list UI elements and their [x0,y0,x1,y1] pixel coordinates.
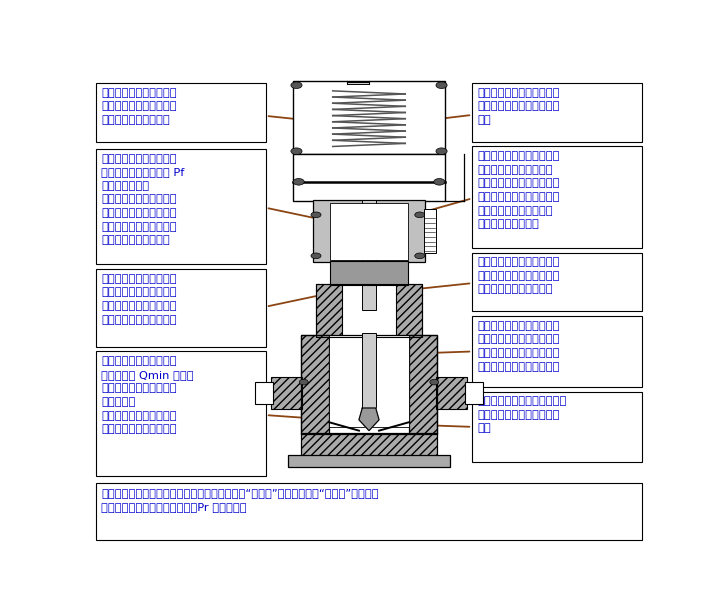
FancyBboxPatch shape [96,149,266,264]
FancyBboxPatch shape [96,351,266,476]
Bar [329,335,409,427]
FancyBboxPatch shape [472,316,642,387]
Bar [465,382,483,405]
Text: 动作不稳定：是否执行机构
刚度不够，不平衡力选择过
小。: 动作不稳定：是否执行机构 刚度不够，不平衡力选择过 小。 [478,88,560,125]
Bar [409,335,437,434]
Ellipse shape [311,212,321,218]
Text: 可调范围变小：是否节流
件损伤，使 Qmin 变大。
阀不动作：是否节流口有
硬物干住。
阀稳定性差：是否阀选得
太大，处于小开度工作。: 可调范围变小：是否节流 件损伤，使 Qmin 变大。 阀不动作：是否节流口有 硬… [101,356,194,434]
FancyBboxPatch shape [96,269,266,347]
Ellipse shape [291,148,302,154]
Polygon shape [359,408,379,431]
FancyBboxPatch shape [472,146,642,248]
Bar [423,209,436,253]
Ellipse shape [311,253,321,259]
FancyBboxPatch shape [96,483,642,540]
FancyBboxPatch shape [472,392,642,462]
Bar [330,261,408,285]
Ellipse shape [433,179,445,185]
Bar [316,284,422,337]
Text: 推杆动作迟鬨或不动作：
膜片、滚动膜片、垂片是
否老化、破裂引起漏气: 推杆动作迟鬨或不动作： 膜片、滚动膜片、垂片是 否老化、破裂引起漏气 [101,88,177,125]
Text: 阀的全行程不够，影响全开
时流量或全行程超过正偏
差，影响阀关死：将螺母松
开，让阀杆向外或向内伸，
使全行程偏差不超过允许
値，再将螺母旋紧。: 阀的全行程不够，影响全开 时流量或全行程超过正偏 差，影响阀关死：将螺母松 开，… [478,151,560,230]
Bar [436,377,467,409]
Bar [301,335,329,434]
Text: 阀芯关不死：是否执行机
构输出力太小，可调大 Pf
以增大输出力。
对气关阀，调节件调松后
应注意全行程是否改变。
对气开阀，调节件调紧后
应注意全行程是否够。: 阀芯关不死：是否执行机 构输出力太小，可调大 Pf 以增大输出力。 对气关阀，调… [101,154,184,245]
Text: 回差大：上、下阀盖连接
螺栓有无异常现象，是否
对称，旋紧螺母，特别是
用缠绕片密封的调节阀。: 回差大：上、下阀盖连接 螺栓有无异常现象，是否 对称，旋紧螺母，特别是 用缠绕片… [101,274,177,324]
Bar [396,284,422,337]
Bar [301,335,437,434]
Bar [330,203,408,259]
Bar [362,200,376,310]
Ellipse shape [436,82,447,89]
Bar [313,200,425,262]
Bar [347,82,369,84]
Ellipse shape [300,379,308,385]
Ellipse shape [436,148,447,154]
Ellipse shape [415,253,425,259]
Bar [271,377,302,409]
FancyBboxPatch shape [472,83,642,142]
Ellipse shape [291,82,302,89]
Ellipse shape [293,179,305,185]
Bar [292,154,446,201]
Bar [362,333,376,408]
Text: 泄露量大：是否密封面划伤；
阀座与阀杆连接螺纹是否松
动。: 泄露量大：是否密封面划伤； 阀座与阀杆连接螺纹是否松 动。 [478,396,567,433]
Bar [292,81,446,154]
FancyBboxPatch shape [96,83,266,142]
Text: 阀杆处泄露：是否调料，密
封脂老化或填料拉伤。是否
弹簧被腐蚀或失去弹性。: 阀杆处泄露：是否调料，密 封脂老化或填料拉伤。是否 弹簧被腐蚀或失去弹性。 [478,257,560,294]
FancyBboxPatch shape [472,253,642,312]
Bar [288,455,450,467]
Bar [255,382,273,405]
Ellipse shape [430,379,438,385]
Text: 阀稳定性差，小开度振荡：是否流向安装反，成“流闭型”；阀门应该按“流闭型”安装时，
阀是否选大，处于小开度工作，Pr 是否选小。: 阀稳定性差，小开度振荡：是否流向安装反，成“流闭型”；阀门应该按“流闭型”安装时… [101,488,379,512]
Bar [301,433,437,456]
Text: 回差大或动作迟滖：填料压
盖是否压得太紧；阀杆是否
弯曲，划伤；阀芯导向面是
否有划伤、冲蚀、卡堵等。: 回差大或动作迟滖：填料压 盖是否压得太紧；阀杆是否 弯曲，划伤；阀芯导向面是 否… [478,321,560,371]
Bar [316,284,342,337]
Ellipse shape [415,212,425,218]
